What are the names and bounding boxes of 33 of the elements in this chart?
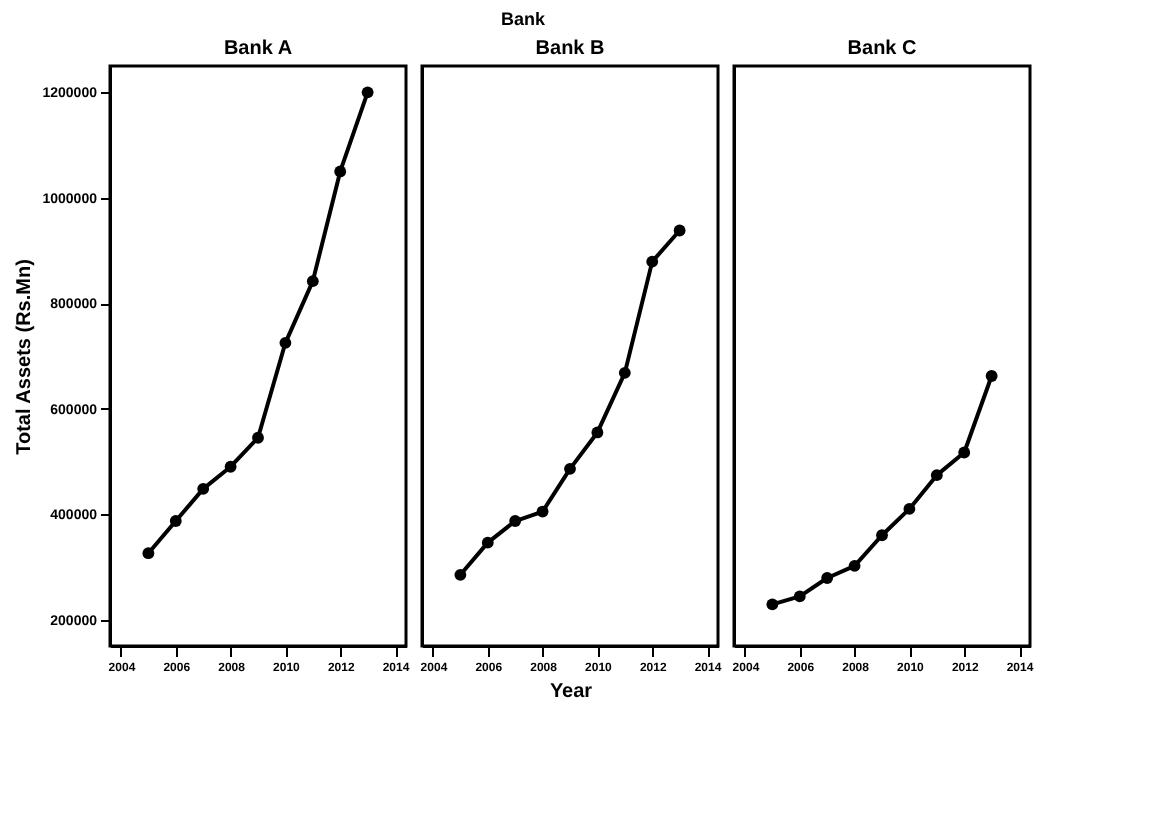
point <box>958 446 971 459</box>
point <box>821 572 834 584</box>
x-axis-title: Year <box>549 681 593 703</box>
point <box>252 431 264 444</box>
point <box>793 590 806 603</box>
point <box>985 370 998 382</box>
point <box>361 86 374 99</box>
point <box>673 224 686 237</box>
point <box>848 559 861 572</box>
point <box>481 536 494 549</box>
point <box>142 547 155 560</box>
point <box>564 462 576 475</box>
point <box>876 529 888 542</box>
point <box>618 366 631 379</box>
chart-title: Bank C <box>847 38 917 60</box>
chart-title: Bank B <box>535 38 605 60</box>
point <box>279 336 292 349</box>
point <box>454 568 467 581</box>
point <box>903 503 916 515</box>
point <box>197 482 210 495</box>
point <box>646 255 659 268</box>
point <box>509 515 522 527</box>
point <box>334 165 347 178</box>
point <box>930 469 943 482</box>
y-axis-title: Total Assets (Rs.Mn) <box>14 259 37 455</box>
point <box>224 460 237 473</box>
point <box>169 515 182 527</box>
point <box>306 275 319 288</box>
point <box>536 505 549 518</box>
point <box>766 598 779 611</box>
text: Bank <box>500 8 547 29</box>
point <box>591 426 604 439</box>
chart-title: Bank A <box>223 38 293 60</box>
